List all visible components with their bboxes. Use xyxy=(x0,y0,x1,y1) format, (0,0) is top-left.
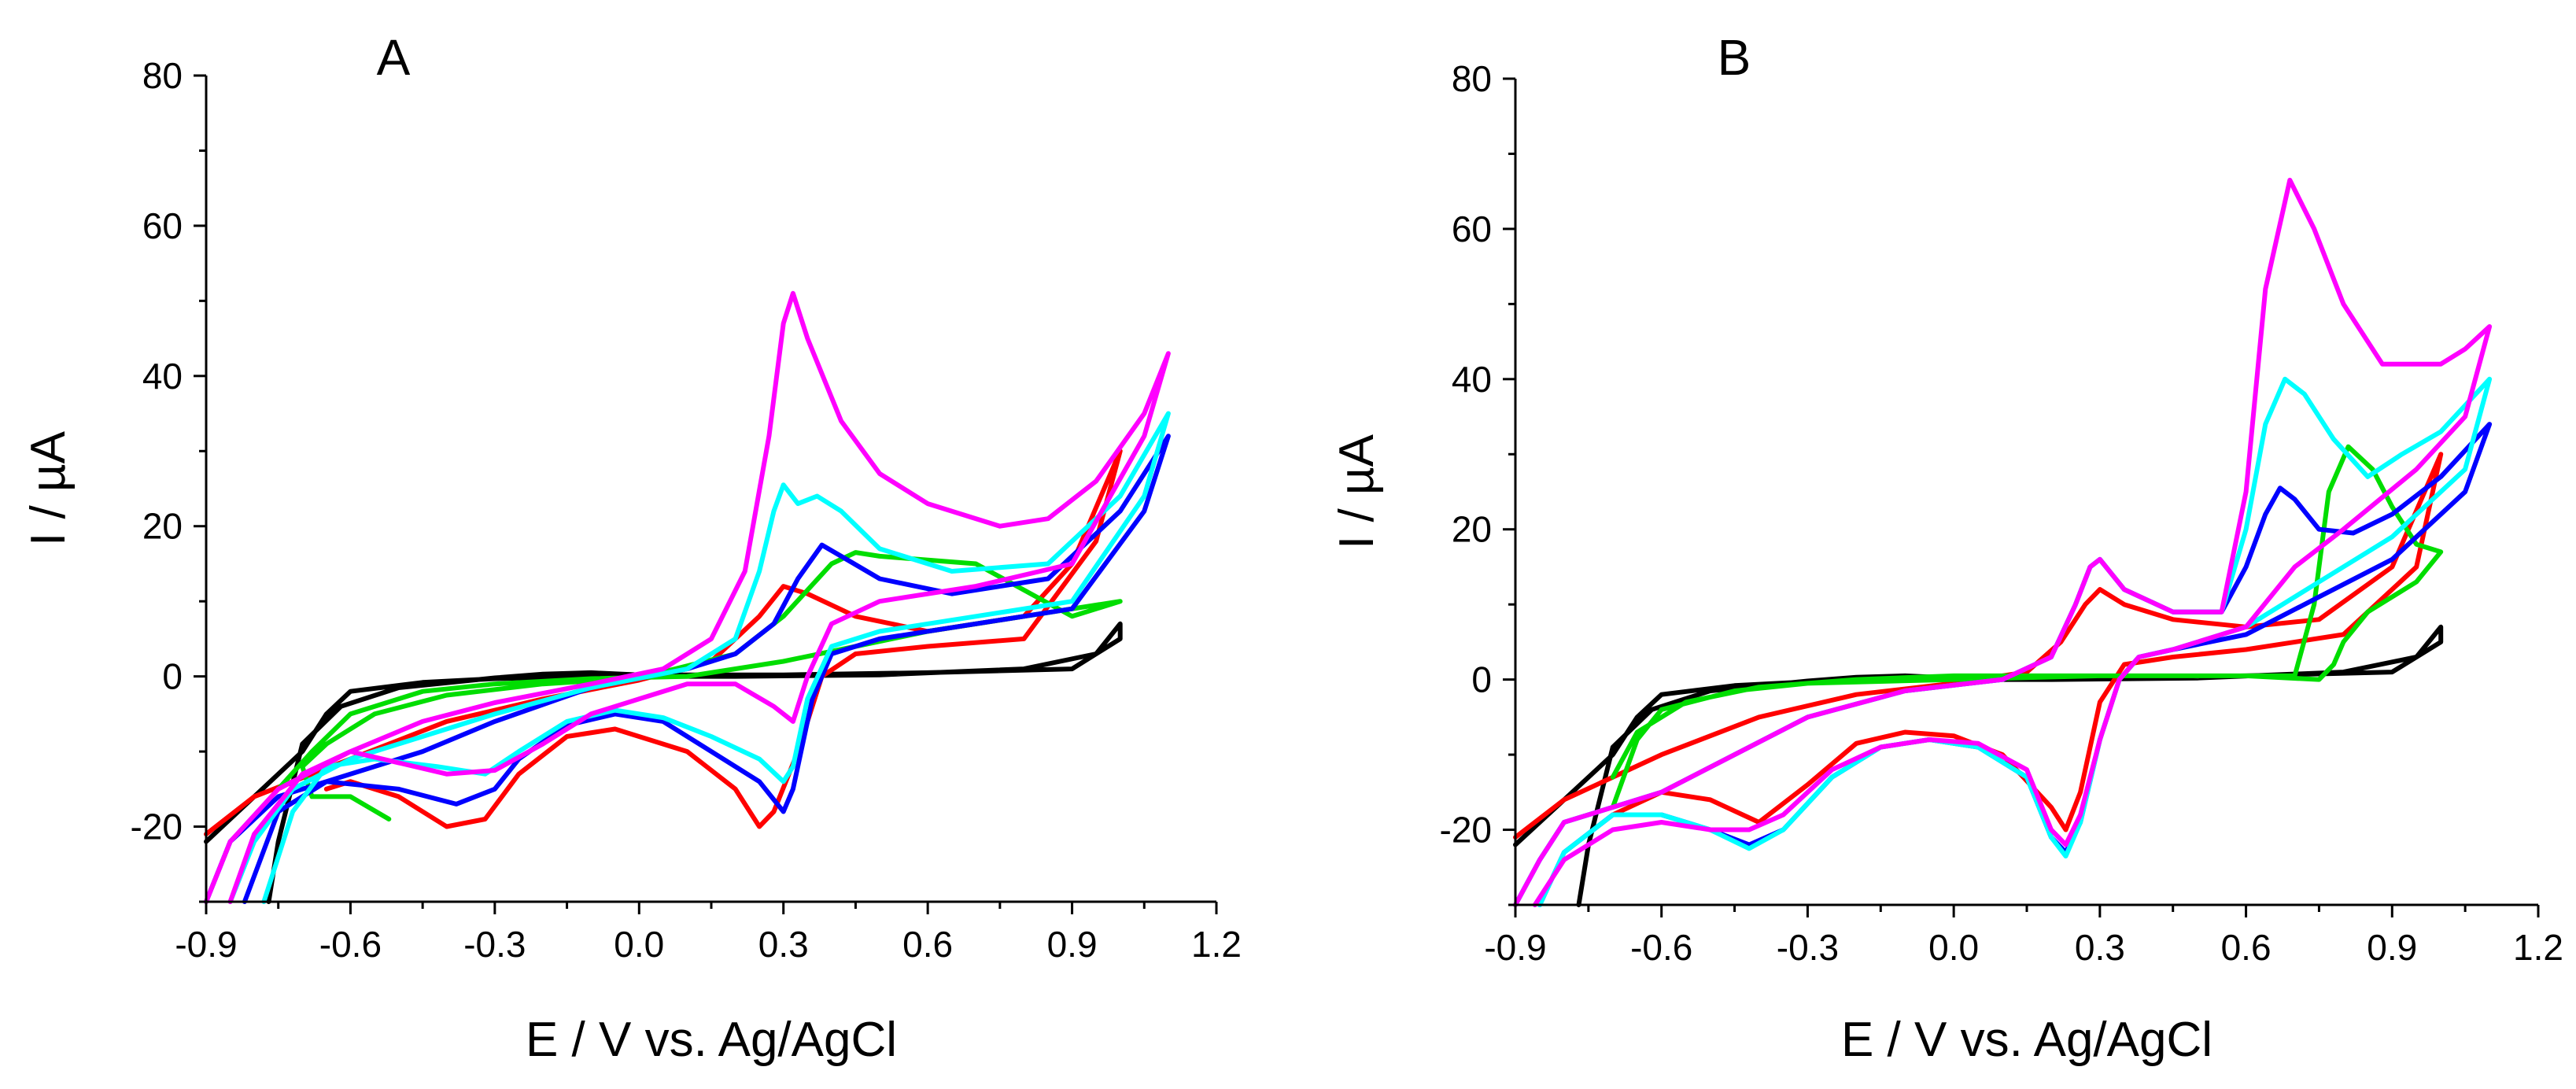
panel-a-y-tick-label: -20 xyxy=(131,807,183,847)
panel-a-series-black xyxy=(204,621,1123,904)
panel-a-x-tick-label: -0.9 xyxy=(175,924,237,965)
panel-a-label: A xyxy=(377,29,411,86)
panel-b-x-tick-label: 0.3 xyxy=(2075,927,2125,968)
panel-a-x-axis-title: E / V vs. Ag/AgCl xyxy=(526,1013,897,1067)
panel-a-y-tick-label: 40 xyxy=(142,356,183,397)
panel-a-x-tick-label: -0.6 xyxy=(319,924,382,965)
panel-b-series-black xyxy=(1513,624,2444,907)
panel-a-y-tick-label: 80 xyxy=(142,55,183,96)
panel-b-axes: -0.9 -0.6 -0.3 0.0 0.3 0.6 0.9 1.2 -20 0 20 40 60 80 xyxy=(1440,58,2563,968)
panel-a-y-tick-label: 60 xyxy=(142,205,183,246)
panel-a-x-tick-label: 0.3 xyxy=(758,924,809,965)
panel-a-x-tick-label: -0.3 xyxy=(463,924,526,965)
panel-b-x-tick-label: -0.9 xyxy=(1484,927,1546,968)
panel-b-x-tick-label: -0.3 xyxy=(1777,927,1839,968)
panel-b-series-magenta xyxy=(1513,177,2493,907)
panel-a-series-magenta xyxy=(204,290,1171,904)
panel-a-x-tick-label: 0.6 xyxy=(902,924,953,965)
panel-b-x-tick-label: 0.9 xyxy=(2367,927,2417,968)
panel-a-y-tick-label: 20 xyxy=(142,506,183,547)
panel-b-y-tick-label: 20 xyxy=(1452,509,1492,550)
panel-b-y-tick-label: 40 xyxy=(1452,359,1492,400)
panel-a-y-axis-title: I / µA xyxy=(21,430,76,546)
panel-b-x-tick-label: 0.6 xyxy=(2221,927,2272,968)
panel-b-series-blue xyxy=(1513,422,2493,907)
panel-a-series-green xyxy=(275,550,1123,821)
panel-a-x-tick-label: 1.2 xyxy=(1191,924,1242,965)
panel-b-x-tick-label: 1.2 xyxy=(2513,927,2563,968)
panel-b-series-green xyxy=(1610,444,2444,810)
panel-b-y-tick-label: 0 xyxy=(1471,659,1492,700)
panel-b-y-axis-title: I / µA xyxy=(1330,434,1384,549)
panel-b-series xyxy=(1513,177,2493,907)
panel-b-x-axis-title: E / V vs. Ag/AgCl xyxy=(1841,1013,2212,1067)
panel-b: B E / V vs. Ag/AgCl I / µA -0.9 -0.6 -0.3 0… xyxy=(1330,29,2563,1067)
panel-b-y-tick-label: 60 xyxy=(1452,209,1492,249)
panel-a-axes: -0.9 -0.6 -0.3 0.0 0.3 0.6 0.9 1.2 -20 0 20 40 60 80 xyxy=(131,55,1242,965)
panel-b-label: B xyxy=(1718,29,1751,86)
panel-a-series-cyan xyxy=(227,411,1171,904)
panel-b-x-tick-label: -0.6 xyxy=(1630,927,1692,968)
panel-b-y-tick-label: 80 xyxy=(1452,58,1492,99)
panel-b-x-tick-label: 0.0 xyxy=(1928,927,1979,968)
panel-a-y-tick-label: 0 xyxy=(162,656,183,697)
panel-a-x-tick-label: 0.0 xyxy=(614,924,664,965)
panel-b-y-tick-label: -20 xyxy=(1440,810,1492,851)
panel-a-x-tick-label: 0.9 xyxy=(1047,924,1098,965)
panel-a: A E / V vs. Ag/AgCl I / µA -0.9 -0.6 -0.3 0… xyxy=(21,29,1242,1067)
panel-a-series xyxy=(204,290,1171,904)
